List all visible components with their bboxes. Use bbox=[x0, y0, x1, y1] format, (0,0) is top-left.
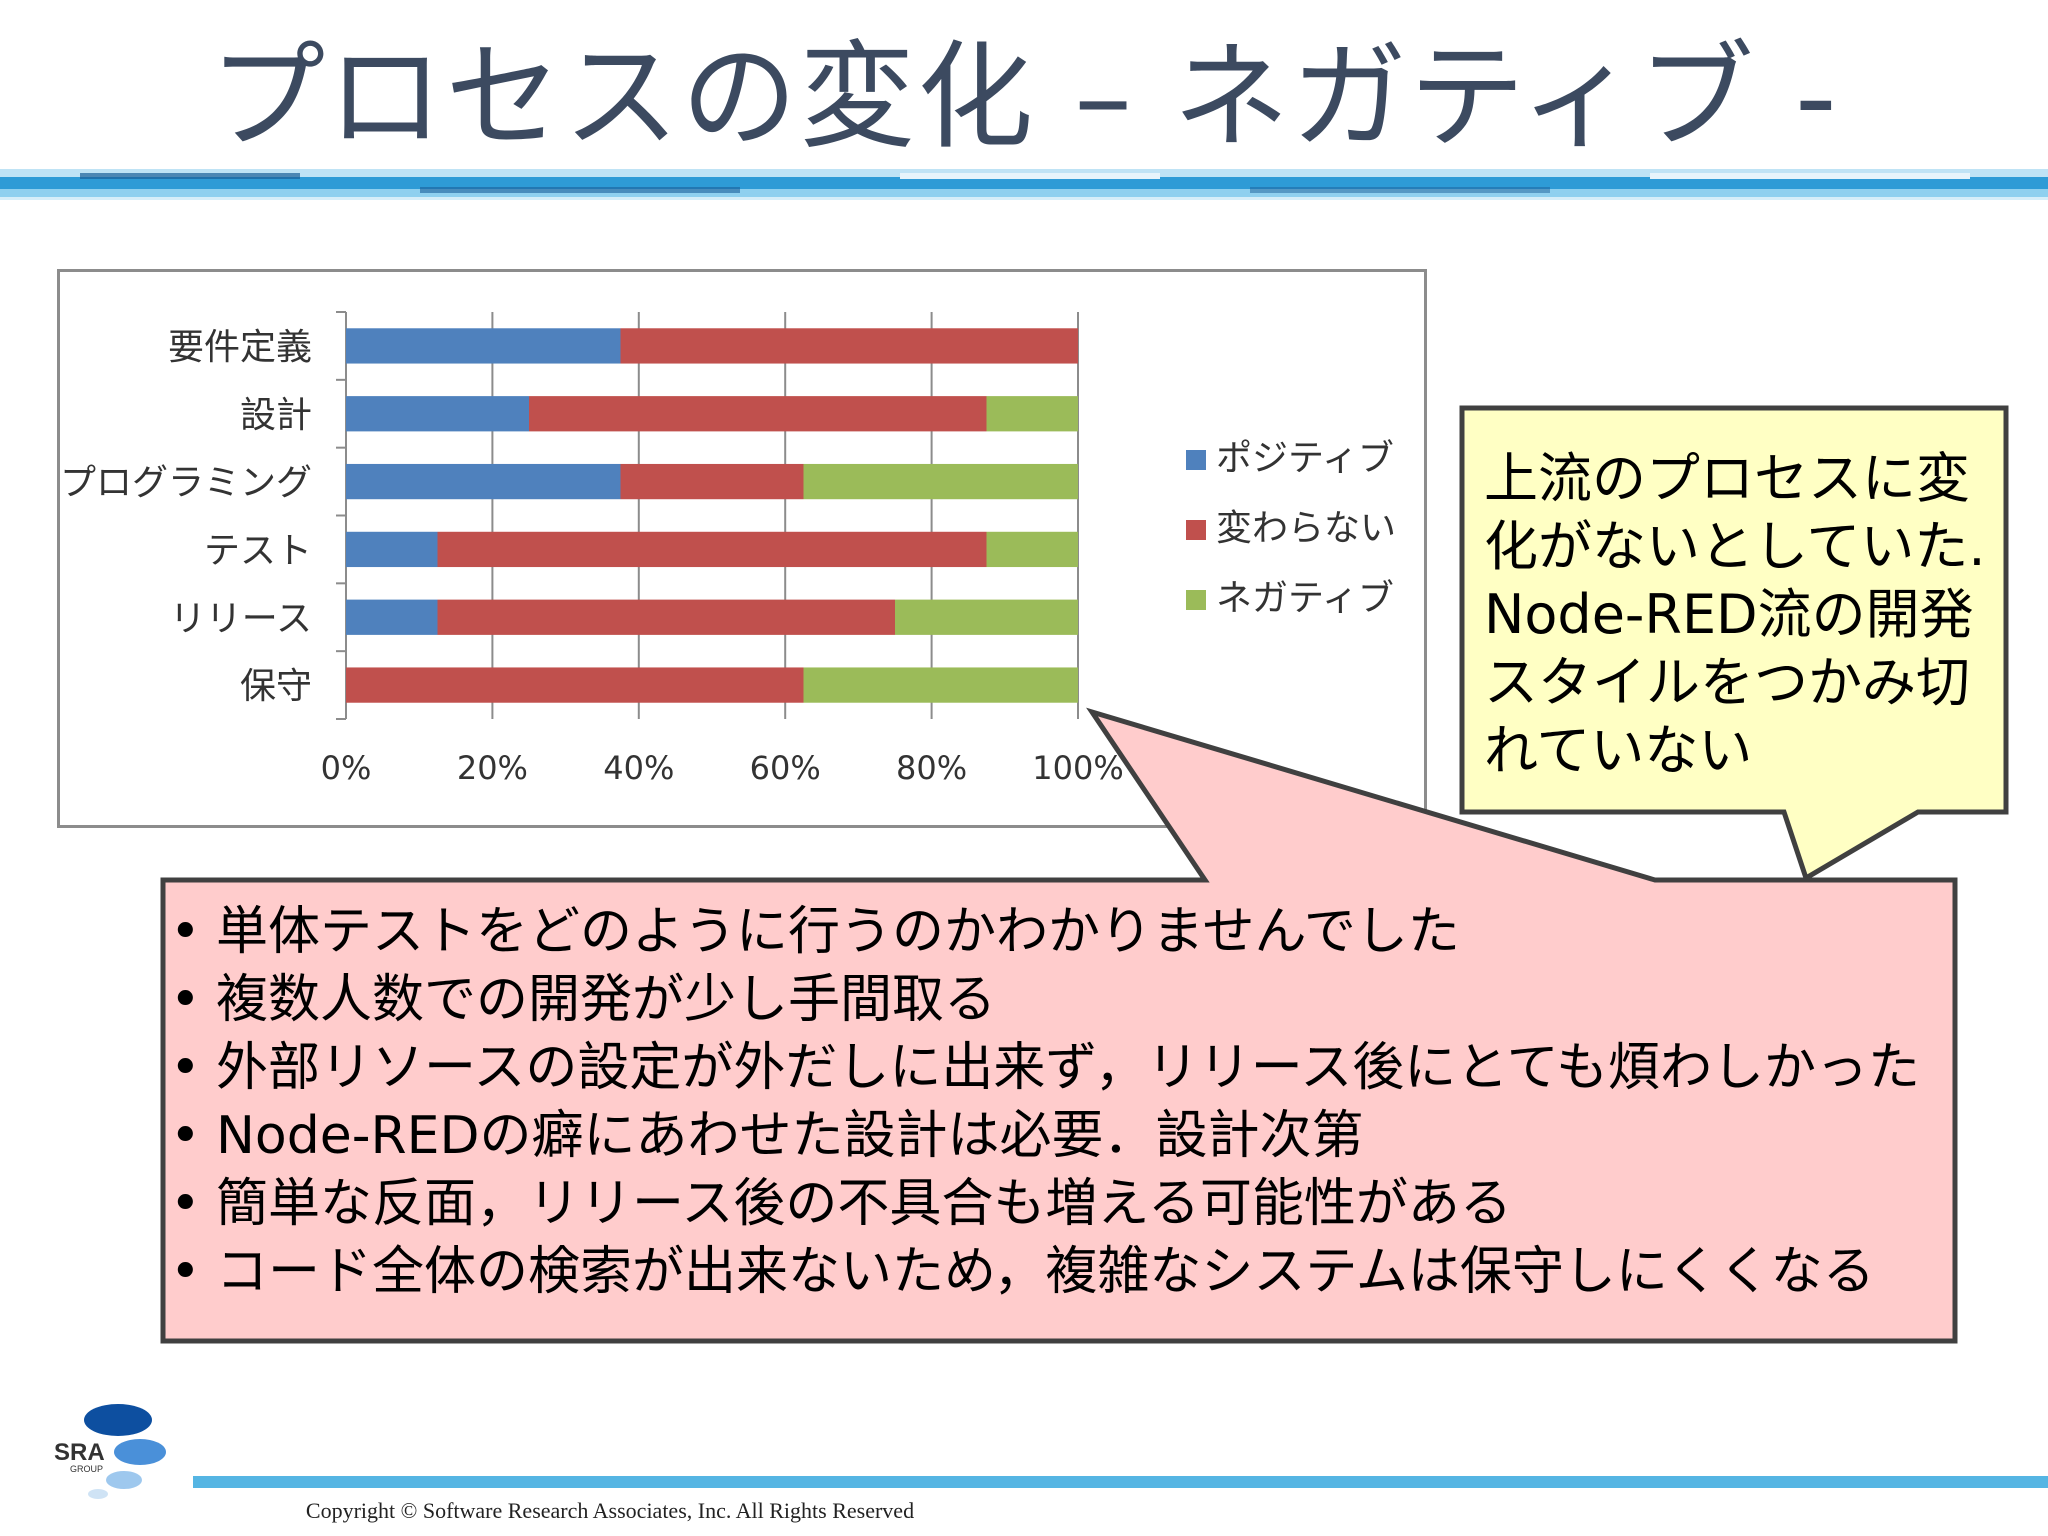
x-tick-label: 0% bbox=[321, 749, 372, 787]
x-tick-label: 60% bbox=[750, 749, 821, 787]
list-item: • コード全体の検索が出来ないため，複雑なシステムは保守しにくくなる bbox=[170, 1238, 1960, 1306]
category-label: 保守 bbox=[240, 666, 312, 707]
list-item: • 複数人数での開発が少し手間取る bbox=[170, 966, 1960, 1034]
yellow-callout bbox=[1459, 405, 2009, 882]
legend-label: ポジティブ bbox=[1216, 438, 1394, 479]
title-underline-stripe bbox=[0, 163, 2048, 203]
x-tick-label: 20% bbox=[457, 749, 528, 787]
bar-segment bbox=[346, 463, 621, 500]
sra-logo: SRA GROUP bbox=[54, 1404, 166, 1499]
legend-swatch bbox=[1186, 520, 1206, 540]
legend-swatch bbox=[1186, 590, 1206, 610]
x-tick-label: 40% bbox=[603, 749, 674, 787]
list-item: • 単体テストをどのように行うのかわかりませんでした bbox=[170, 898, 1960, 966]
list-item-text: 複数人数での開発が少し手間取る bbox=[216, 970, 997, 1030]
list-item: • 簡単な反面，リリース後の不具合も増える可能性がある bbox=[170, 1170, 1960, 1238]
category-label: テスト bbox=[204, 530, 312, 571]
bullet-icon: • bbox=[170, 1106, 201, 1166]
yellow-callout-line: スタイルをつかみ切 bbox=[1484, 651, 1970, 714]
chart-frame: 0% 20% 40% 60% 80% 100% 要件定義設計プログラミングテストリリース保守… bbox=[57, 269, 1427, 828]
list-item-text: 外部リソースの設定が外だしに出来ず，リリース後にとても煩わしかった bbox=[216, 1038, 1921, 1098]
category-label: リリース bbox=[170, 598, 312, 639]
bar-segment bbox=[437, 599, 895, 635]
bar-segment bbox=[986, 531, 1078, 568]
bar-segment bbox=[620, 463, 804, 500]
bullet-icon: • bbox=[170, 902, 201, 962]
x-tick-label: 80% bbox=[896, 749, 967, 787]
list-item-text: コード全体の検索が出来ないため，複雑なシステムは保守しにくくなる bbox=[216, 1242, 1875, 1302]
bar-segment bbox=[346, 531, 438, 568]
list-item-text: 単体テストをどのように行うのかわかりませんでした bbox=[216, 902, 1460, 962]
footer-line bbox=[193, 1476, 2048, 1488]
list-item-text: Node-REDの癖にあわせた設計は必要．設計次第 bbox=[216, 1106, 1364, 1166]
yellow-callout-line: れていない bbox=[1484, 719, 1753, 782]
legend-swatch bbox=[1186, 450, 1206, 470]
list-item-text: 簡単な反面，リリース後の不具合も増える可能性がある bbox=[216, 1174, 1512, 1234]
stacked-bar-chart: 0% 20% 40% 60% 80% 100% 要件定義設計プログラミングテストリリース保守… bbox=[60, 311, 1396, 787]
bar-segment bbox=[620, 328, 1078, 364]
pink-callout-list: • 単体テストをどのように行うのかわかりませんでした • 複数人数での開発が少し手間取… bbox=[170, 898, 1960, 1306]
bar-segment bbox=[346, 599, 438, 635]
category-label: 要件定義 bbox=[168, 327, 312, 368]
yellow-callout-line: 上流のプロセスに変 bbox=[1484, 447, 1970, 510]
bar-segment bbox=[346, 396, 529, 432]
bar-segment bbox=[529, 396, 987, 432]
bar-segment bbox=[346, 328, 621, 364]
list-item: • Node-REDの癖にあわせた設計は必要．設計次第 bbox=[170, 1102, 1960, 1170]
logo-text: SRA bbox=[54, 1439, 105, 1466]
legend-label: 変わらない bbox=[1216, 508, 1396, 549]
logo-sub-text: GROUP bbox=[70, 1464, 103, 1474]
legend-label: ネガティブ bbox=[1216, 578, 1394, 619]
bar-segment bbox=[803, 463, 1078, 500]
yellow-callout-text: 上流のプロセスに変 化がないとしていた. Node-RED流の開発 スタイルをつかみ切… bbox=[1484, 445, 2004, 785]
slide-title: プロセスの変化 – ネガティブ - bbox=[209, 30, 1839, 165]
category-label: 設計 bbox=[240, 395, 312, 436]
bar-segment bbox=[346, 667, 804, 703]
bullet-icon: • bbox=[170, 1174, 201, 1234]
copyright-text: Copyright © Software Research Associates… bbox=[305, 1498, 915, 1523]
bullet-icon: • bbox=[170, 1242, 201, 1302]
list-item: • 外部リソースの設定が外だしに出来ず，リリース後にとても煩わしかった bbox=[170, 1034, 1960, 1102]
x-tick-label: 100% bbox=[1032, 749, 1123, 787]
bar-segment bbox=[437, 531, 987, 568]
yellow-callout-line: 化がないとしていた. bbox=[1484, 515, 1986, 578]
bar-segment bbox=[986, 396, 1078, 432]
category-label: プログラミング bbox=[60, 463, 312, 504]
bullet-icon: • bbox=[170, 970, 201, 1030]
bullet-icon: • bbox=[170, 1038, 201, 1098]
bar-segment bbox=[895, 599, 1078, 635]
pink-callout bbox=[160, 707, 1958, 1344]
yellow-callout-line: Node-RED流の開発 bbox=[1484, 583, 1974, 646]
bar-segment bbox=[803, 667, 1078, 703]
